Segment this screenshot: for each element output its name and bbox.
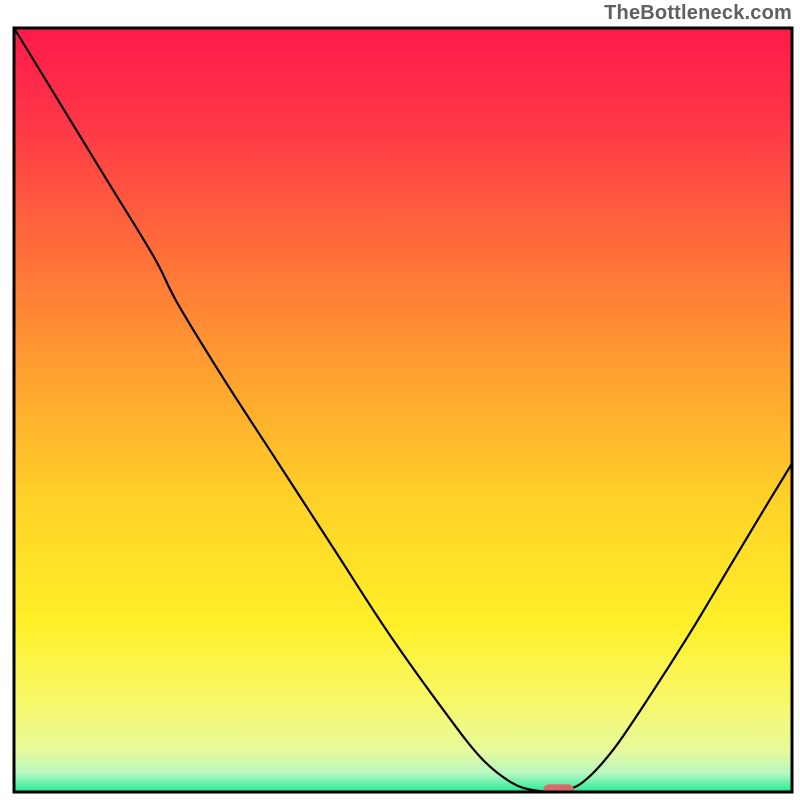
bottleneck-chart <box>0 0 800 800</box>
gradient-background <box>14 28 792 792</box>
watermark-text: TheBottleneck.com <box>604 2 792 25</box>
chart-container: TheBottleneck.com <box>0 0 800 800</box>
optimal-marker <box>543 784 574 796</box>
